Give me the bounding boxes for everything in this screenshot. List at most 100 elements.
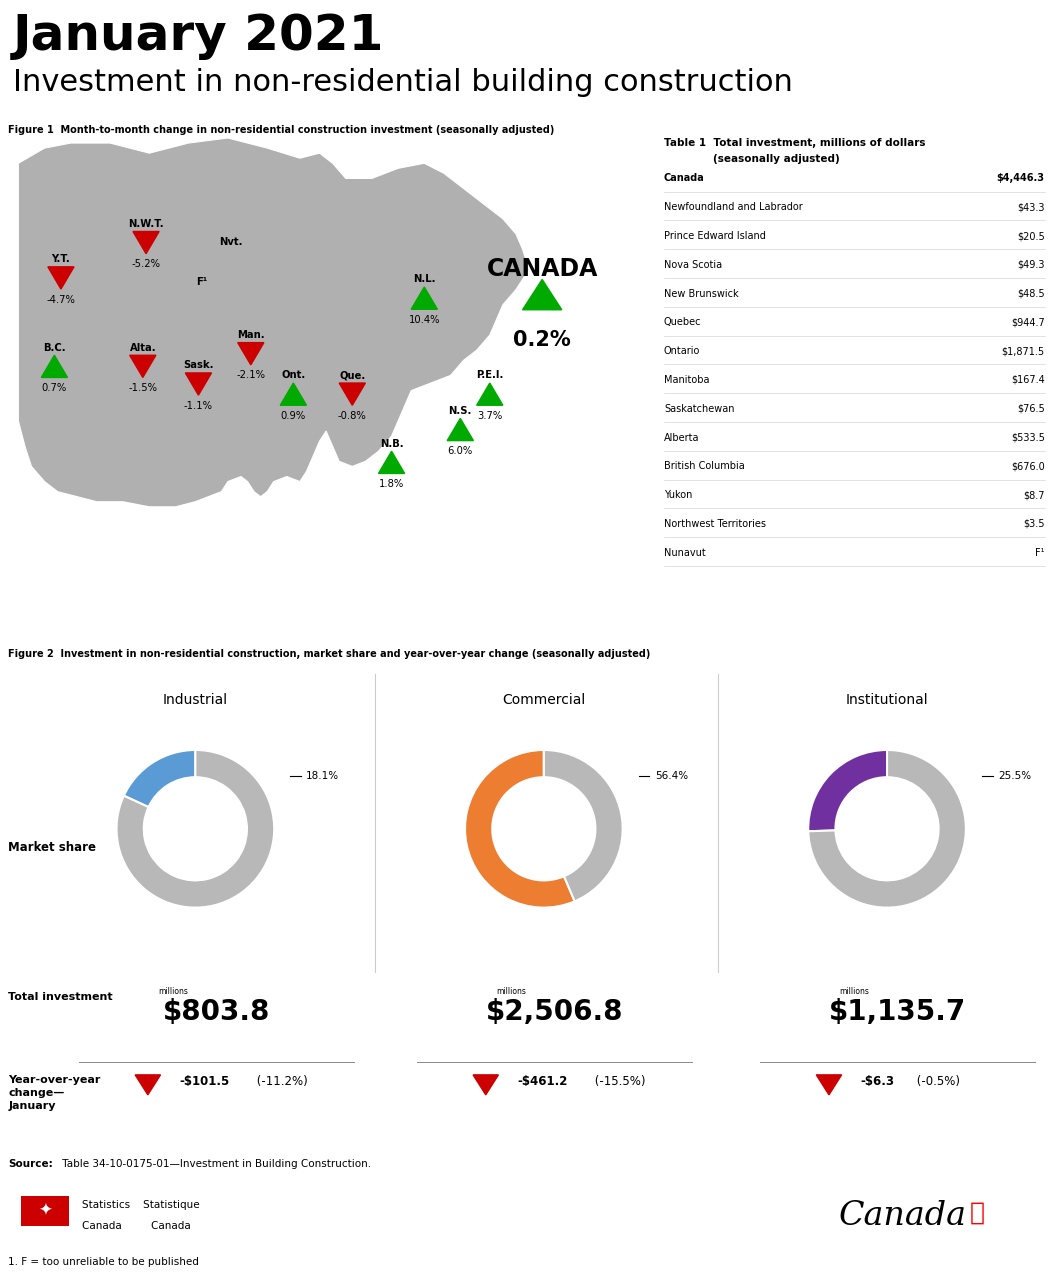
Text: N.S.: N.S. [449,405,472,416]
Text: $20.5: $20.5 [1017,231,1044,240]
Text: Newfoundland and Labrador: Newfoundland and Labrador [664,202,803,212]
Text: $76.5: $76.5 [1017,404,1044,414]
Text: British Columbia: British Columbia [664,462,744,472]
Text: Nova Scotia: Nova Scotia [664,260,722,270]
Text: ✦: ✦ [38,1202,52,1220]
Polygon shape [133,231,159,253]
Text: Alta.: Alta. [130,343,156,353]
Text: (-11.2%): (-11.2%) [253,1074,308,1088]
Text: $1,871.5: $1,871.5 [1001,347,1044,356]
Text: -$101.5: -$101.5 [180,1074,230,1088]
Text: Institutional: Institutional [846,692,928,706]
Wedge shape [808,749,887,831]
Text: 1. F = too unreliable to be published: 1. F = too unreliable to be published [8,1257,200,1266]
Text: 3.7%: 3.7% [477,411,503,421]
Text: Sask.: Sask. [183,361,213,371]
Polygon shape [476,382,503,405]
Text: Figure 2  Investment in non-residential construction, market share and year-over: Figure 2 Investment in non-residential c… [8,648,650,659]
Polygon shape [816,1074,842,1095]
Text: Yukon: Yukon [664,490,693,500]
Wedge shape [124,749,195,807]
Text: Source:: Source: [8,1159,53,1169]
Polygon shape [523,279,562,310]
Text: Year-over-year
change—
January: Year-over-year change— January [8,1074,100,1111]
Text: (seasonally adjusted): (seasonally adjusted) [713,155,840,164]
Text: 10.4%: 10.4% [409,315,440,325]
Text: Total investment: Total investment [8,991,113,1001]
Text: F¹: F¹ [196,278,207,286]
Text: B.C.: B.C. [43,343,65,353]
Text: -4.7%: -4.7% [46,294,75,304]
Polygon shape [238,343,264,365]
Polygon shape [280,382,306,405]
Text: Ont.: Ont. [281,371,305,380]
Text: $3.5: $3.5 [1023,519,1044,530]
Text: 0.9%: 0.9% [281,411,306,421]
Text: Manitoba: Manitoba [664,375,710,385]
Polygon shape [130,356,156,377]
Text: $4,446.3: $4,446.3 [997,174,1044,183]
Wedge shape [465,749,574,908]
Text: Saskatchewan: Saskatchewan [664,404,734,414]
Text: (-0.5%): (-0.5%) [913,1074,961,1088]
Text: Commercial: Commercial [503,692,585,706]
Text: Investment in non-residential building construction: Investment in non-residential building c… [13,68,793,97]
Text: Prince Edward Island: Prince Edward Island [664,231,766,240]
Text: 1.8%: 1.8% [379,480,404,489]
Text: January 2021: January 2021 [13,12,384,60]
Text: $944.7: $944.7 [1011,317,1044,327]
Text: Market share: Market share [8,842,96,854]
Text: 0.2%: 0.2% [513,330,571,350]
Polygon shape [378,451,404,473]
Text: $1,135.7: $1,135.7 [829,999,966,1026]
Text: 56.4%: 56.4% [655,771,687,781]
Polygon shape [48,267,74,289]
Text: -1.5%: -1.5% [128,384,157,393]
Text: millions: millions [840,987,869,996]
Wedge shape [116,749,275,908]
Text: $533.5: $533.5 [1011,432,1044,443]
Text: $43.3: $43.3 [1017,202,1044,212]
Text: 🍁: 🍁 [969,1200,984,1224]
Text: N.W.T.: N.W.T. [128,219,164,229]
Text: Figure 1  Month-to-month change in non-residential construction investment (seas: Figure 1 Month-to-month change in non-re… [8,125,554,136]
Text: Table 1  Total investment, millions of dollars: Table 1 Total investment, millions of do… [664,138,925,148]
Text: Quebec: Quebec [664,317,701,327]
Text: 0.7%: 0.7% [42,384,67,393]
FancyBboxPatch shape [21,1196,69,1227]
Text: $803.8: $803.8 [163,999,270,1026]
Wedge shape [808,749,966,908]
Text: Man.: Man. [237,330,265,340]
Polygon shape [135,1074,161,1095]
Text: (-15.5%): (-15.5%) [591,1074,646,1088]
Text: -5.2%: -5.2% [132,260,161,270]
Polygon shape [186,373,211,395]
Text: $676.0: $676.0 [1011,462,1044,472]
Text: Ontario: Ontario [664,347,700,356]
Text: Nvt.: Nvt. [220,237,243,247]
Text: F¹: F¹ [1035,547,1044,558]
Polygon shape [339,382,365,405]
Text: Table 34-10-0175-01—Investment in Building Construction.: Table 34-10-0175-01—Investment in Buildi… [59,1159,372,1169]
Text: P.E.I.: P.E.I. [476,371,504,380]
Text: $2,506.8: $2,506.8 [486,999,623,1026]
Text: $167.4: $167.4 [1011,375,1044,385]
Text: N.B.: N.B. [380,439,403,449]
Text: Statistics    Statistique: Statistics Statistique [82,1200,200,1210]
Polygon shape [448,418,473,441]
Text: Canada: Canada [838,1200,967,1233]
Text: 18.1%: 18.1% [306,771,339,781]
Polygon shape [18,138,529,506]
Text: -0.8%: -0.8% [338,411,366,421]
Text: Y.T.: Y.T. [52,255,71,265]
Text: -$6.3: -$6.3 [861,1074,894,1088]
Text: $49.3: $49.3 [1017,260,1044,270]
Text: -1.1%: -1.1% [184,400,213,411]
Text: Nunavut: Nunavut [664,547,705,558]
Text: $48.5: $48.5 [1017,289,1044,298]
Text: 6.0%: 6.0% [448,446,473,457]
Polygon shape [41,356,68,377]
Text: -$461.2: -$461.2 [517,1074,568,1088]
Text: Alberta: Alberta [664,432,699,443]
Text: Canada         Canada: Canada Canada [82,1221,191,1232]
